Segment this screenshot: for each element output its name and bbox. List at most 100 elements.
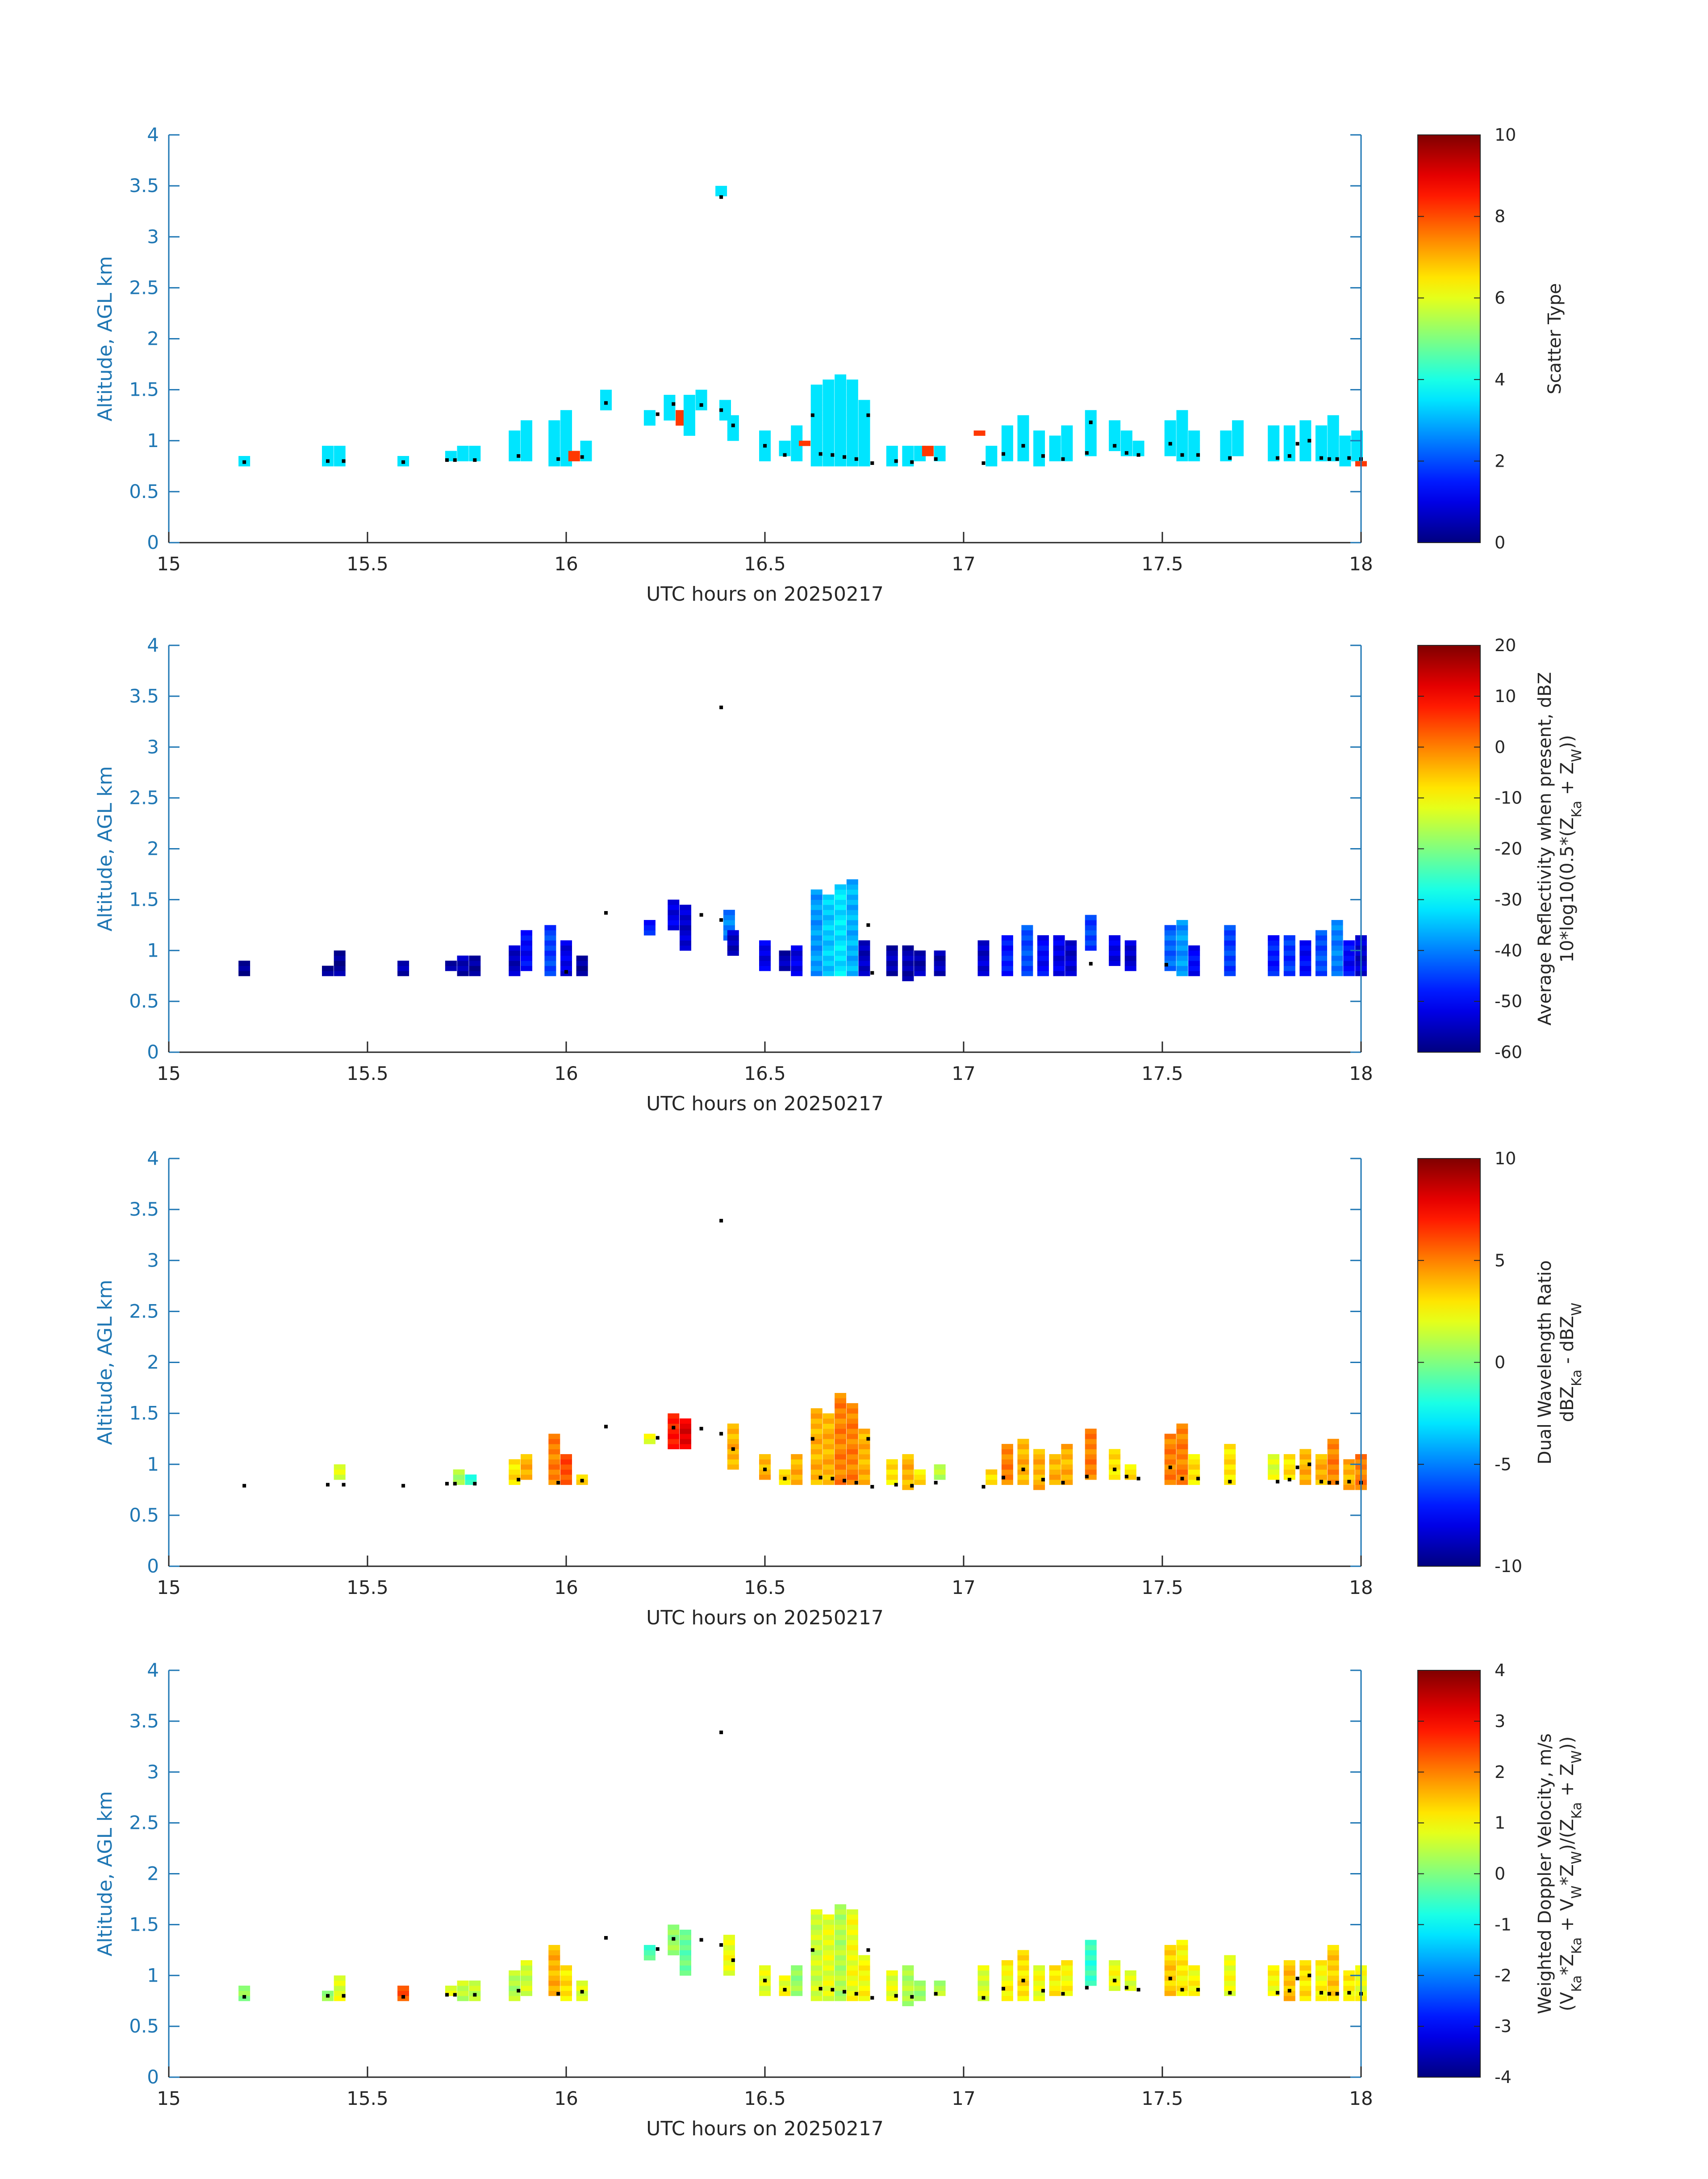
cloud-base-marker [1113,444,1117,448]
heatmap-cell [835,884,847,890]
heatmap-cell [509,1459,521,1465]
cloud-base-marker [783,1988,787,1992]
colorbar-tick-label: -1 [1495,1915,1512,1934]
cloud-base-marker [672,1426,676,1430]
heatmap-cell [723,1940,735,1945]
heatmap-cell [680,910,691,916]
y-axis-label: Altitude, AGL km [94,1791,117,1956]
heatmap-cell [759,966,771,971]
x-tick-label: 16 [554,1577,578,1598]
heatmap-cell [934,961,946,966]
heatmap-cell [548,430,560,436]
heatmap-cell [1327,430,1339,436]
heatmap-cell [823,1995,835,2001]
heatmap-cell [453,1474,465,1480]
cloud-base-marker [763,1978,767,1982]
heatmap-cell [810,1449,823,1455]
y-tick-label: 1.5 [129,379,159,401]
heatmap-cell [1049,1479,1061,1485]
heatmap-cell [1299,430,1311,436]
heatmap-cell [1109,940,1121,946]
heatmap-cell [835,1986,847,1991]
heatmap-cell [1224,1955,1236,1961]
heatmap-cell [759,945,771,951]
heatmap-cell [986,1474,998,1480]
heatmap-cell [1085,1444,1097,1450]
x-tick-label: 16.5 [744,2087,786,2109]
heatmap-cell [846,955,858,961]
heatmap-cell [902,961,914,966]
heatmap-cell [334,1474,346,1480]
heatmap-cell [560,1464,572,1470]
heatmap-cell [1033,1474,1045,1480]
heatmap-cell [683,420,695,426]
heatmap-cell [846,884,858,890]
y-tick-label: 2.5 [129,1812,159,1834]
heatmap-cell [322,970,334,976]
heatmap-cell [580,440,592,446]
heatmap-cell [914,456,926,461]
x-tick-label: 15 [157,2087,180,2109]
heatmap-cell [1327,440,1339,446]
heatmap-cell [823,379,835,385]
heatmap-cell [715,191,727,197]
heatmap-cell [835,1904,847,1910]
heatmap-cell [509,961,521,966]
heatmap-cell [1061,1464,1073,1470]
heatmap-cell [548,1464,560,1470]
heatmap-cell [1085,430,1097,436]
heatmap-cell [509,1474,521,1480]
heatmap-cell [1053,955,1065,961]
heatmap-cell [1315,1980,1327,1986]
heatmap-cell [1001,1980,1013,1986]
heatmap-cell [1224,1474,1236,1480]
heatmap-cell [664,405,676,410]
heatmap-cell [1176,430,1188,436]
heatmap-cell [1124,1474,1136,1480]
heatmap-cell [1327,1950,1339,1956]
cloud-base-marker [699,1938,703,1942]
heatmap-cell [521,950,532,956]
heatmap-cell [791,945,803,951]
cloud-base-marker [1228,1991,1232,1995]
heatmap-cell [810,1439,823,1444]
cloud-base-markers [564,705,1168,975]
heatmap-cell [810,904,823,910]
heatmap-cell [1049,1469,1061,1475]
heatmap-cell [1001,1454,1013,1460]
heatmap-cell [1224,930,1236,936]
y-tick-label: 3 [147,1761,159,1783]
heatmap-cell [1327,1991,1339,1996]
heatmap-cell [509,1986,521,1991]
heatmap-cell [1065,955,1077,961]
heatmap-cell [560,451,572,456]
heatmap-cell [560,1991,572,1996]
heatmap-cell [835,1393,847,1398]
heatmap-cell [1299,435,1311,441]
heatmap-cell [823,1914,835,1920]
heatmap-cell [1283,456,1295,461]
heatmap-cell [1176,410,1188,416]
heatmap-cell [791,1464,803,1470]
heatmap-cell [560,1980,572,1986]
heatmap-cell [835,1454,847,1460]
heatmap-cell [835,1909,847,1915]
cloud-base-marker [1327,457,1331,461]
heatmap-cell [1176,1980,1188,1986]
heatmap-cell [858,1428,870,1434]
heatmap-cell [810,1950,823,1956]
heatmap-cell [846,1965,858,1971]
colorbar-tick-label: -3 [1495,2016,1512,2036]
heatmap-cell [680,1428,691,1434]
heatmap-cell [1331,945,1343,951]
heatmap-cell [823,1423,835,1429]
heatmap-cell [823,1454,835,1460]
heatmap-cell [791,430,803,436]
cloud-base-marker [819,452,823,456]
heatmap-cell [1085,1970,1097,1976]
heatmap-cell [334,1464,346,1470]
heatmap-cell [521,1991,532,1996]
heatmap-cell [823,899,835,905]
heatmap-cell [719,410,731,416]
heatmap-cell [835,1474,847,1480]
